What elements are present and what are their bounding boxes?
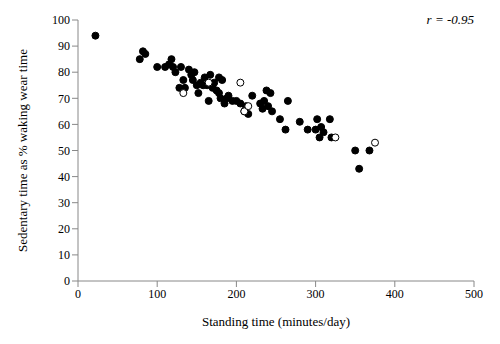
svg-text:70: 70: [58, 92, 70, 106]
svg-text:90: 90: [58, 39, 70, 53]
svg-text:500: 500: [465, 287, 483, 301]
svg-text:30: 30: [58, 196, 70, 210]
svg-text:Sedentary time as % waking wea: Sedentary time as % waking wear time: [15, 49, 30, 252]
svg-text:Standing time (minutes/day): Standing time (minutes/day): [202, 314, 350, 329]
svg-text:20: 20: [58, 222, 70, 236]
svg-text:0: 0: [64, 274, 70, 288]
svg-text:100: 100: [52, 13, 70, 27]
svg-text:80: 80: [58, 65, 70, 79]
html-text:r = -0.95: r = -0.95: [426, 12, 474, 27]
svg-text:50: 50: [58, 144, 70, 158]
svg-text:10: 10: [58, 248, 70, 262]
svg-text:300: 300: [307, 287, 325, 301]
svg-text:100: 100: [148, 287, 166, 301]
svg-text:400: 400: [386, 287, 404, 301]
svg-text:40: 40: [58, 170, 70, 184]
svg-text:200: 200: [227, 287, 245, 301]
svg-text:0: 0: [75, 287, 81, 301]
svg-text:60: 60: [58, 118, 70, 132]
